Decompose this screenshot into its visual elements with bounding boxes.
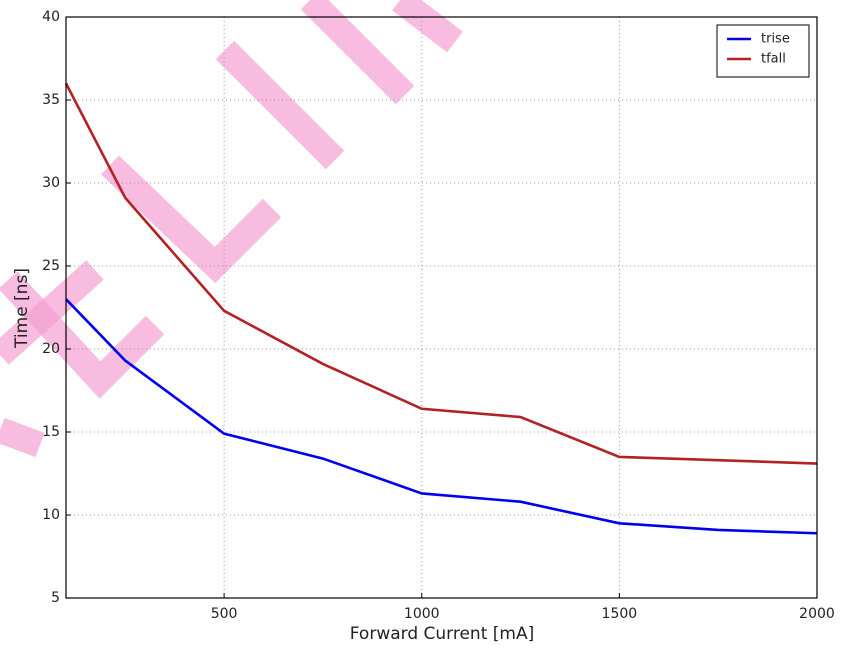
legend-label: trise: [761, 32, 790, 47]
y-tick-label: 5: [51, 590, 60, 606]
y-tick-label: 35: [42, 92, 60, 108]
y-tick-label: 15: [42, 424, 60, 440]
legend-box: [716, 24, 810, 78]
y-tick-label: 40: [42, 9, 60, 25]
legend-label: tfall: [761, 52, 786, 67]
x-tick-label: 1000: [404, 606, 440, 622]
y-tick-label: 30: [42, 175, 60, 191]
legend: trise tfall: [716, 24, 810, 78]
watermark: [0, 0, 463, 458]
plot-frame: [65, 16, 818, 599]
series-line: [65, 298, 818, 535]
y-tick-label: 20: [42, 341, 60, 357]
x-tick-label: 1500: [602, 606, 638, 622]
y-axis-label: Time [ns]: [12, 268, 32, 349]
x-tick-label: 500: [211, 606, 238, 622]
x-tick-label: 2000: [799, 606, 835, 622]
y-tick-label: 25: [42, 258, 60, 274]
x-axis-label: Forward Current [mA]: [350, 624, 534, 644]
y-tick-label: 10: [42, 507, 60, 523]
series-line: [64, 82, 818, 465]
